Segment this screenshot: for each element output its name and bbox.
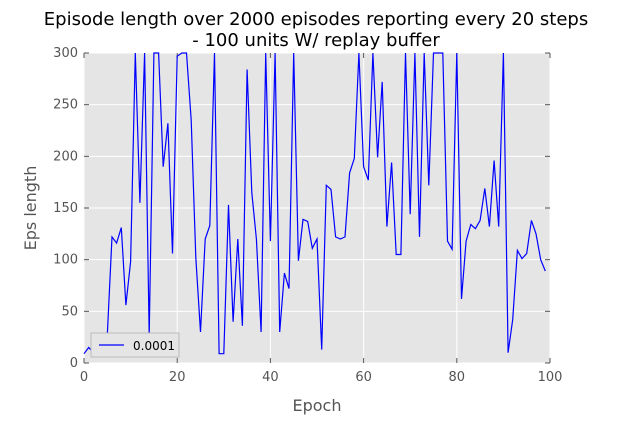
x-tick-label: 100: [538, 370, 563, 385]
tick-marks: [83, 52, 551, 364]
y-tick-label: 100: [53, 253, 78, 268]
y-axis-label: Eps length: [21, 166, 40, 251]
legend-label: 0.0001: [133, 339, 175, 353]
y-tick-label: 0: [70, 356, 78, 371]
tick-labels: 0 20 40 60 80 100 0 50 100 150 200 250 300: [53, 46, 562, 385]
grid-lines: [83, 52, 551, 364]
x-tick-label: 80: [449, 370, 466, 385]
chart-title-line1: Episode length over 2000 episodes report…: [44, 9, 588, 30]
x-axis-label: Epoch: [293, 396, 342, 415]
y-tick-label: 150: [53, 201, 78, 216]
x-tick-label: 60: [355, 370, 372, 385]
legend: 0.0001: [90, 332, 180, 358]
y-tick-label: 50: [61, 304, 78, 319]
y-tick-label: 300: [53, 46, 78, 61]
x-tick-label: 40: [262, 370, 279, 385]
y-tick-label: 200: [53, 149, 78, 164]
chart-title-line2: - 100 units W/ replay buffer: [192, 30, 440, 51]
x-tick-label: 0: [80, 370, 88, 385]
y-tick-label: 250: [53, 98, 78, 113]
series-line-0.0001: [83, 52, 546, 355]
x-tick-label: 20: [169, 370, 186, 385]
